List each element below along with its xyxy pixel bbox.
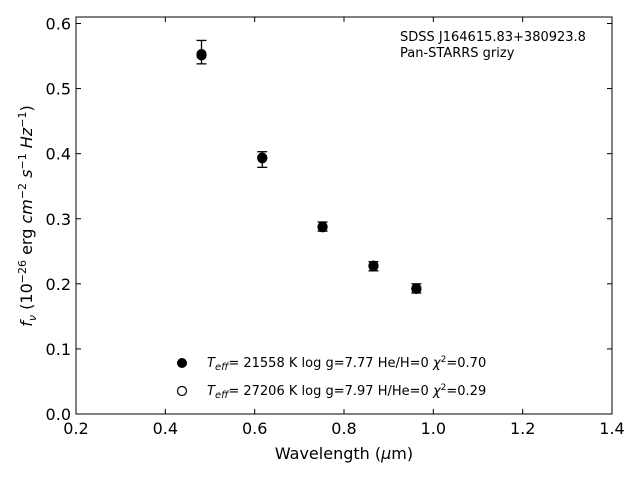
y-axis-ticks: 0.0 0.1 0.2 0.3 0.4 0.5 0.6 (46, 15, 612, 424)
x-tick-label: 1.0 (421, 419, 446, 438)
annotation-object: SDSS J164615.83+380923.8 (400, 30, 586, 45)
x-tick-label: 0.6 (242, 419, 267, 438)
x-tick-label: 1.4 (599, 419, 624, 438)
legend-marker-open (176, 385, 188, 397)
data-point-open (368, 261, 379, 272)
legend-open-teff: 27206 K (243, 384, 297, 399)
plot-frame (75, 16, 613, 415)
y-tick-label: 0.3 (46, 210, 71, 229)
y-tick-label: 0.6 (46, 15, 71, 34)
legend-open-logg: log g=7.97 (302, 384, 374, 399)
x-tick-label: 1.2 (510, 419, 535, 438)
y-tick-label: 0.2 (46, 275, 71, 294)
legend-filled-comp: He/H=0 (378, 356, 429, 371)
data-point-open (317, 222, 328, 233)
legend: Teff= 21558 K log g=7.77 He/H=0 χ2=0.70 … (176, 355, 486, 401)
y-axis-label: fν (10−26 erg cm−2 s−1 Hz−1) (16, 105, 39, 326)
legend-open-comp: H/He=0 (378, 384, 429, 399)
data-point-open (196, 48, 207, 60)
legend-filled-chi2: =0.70 (446, 356, 486, 371)
x-tick-label: 0.4 (153, 419, 178, 438)
legend-entry-open: Teff= 27206 K log g=7.97 H/He=0 χ2=0.29 (207, 383, 486, 401)
x-axis-label-prefix: Wavelength ( (275, 444, 381, 463)
y-tick-label: 0.0 (46, 405, 71, 424)
x-axis-ticks: 0.2 0.4 0.6 0.8 1.0 1.2 1.4 (63, 17, 625, 438)
annotation-survey: Pan-STARRS grizy (400, 46, 515, 61)
x-axis-label-mu: μ (380, 444, 391, 463)
x-tick-label: 0.8 (331, 419, 356, 438)
legend-entry-filled: Teff= 21558 K log g=7.77 He/H=0 χ2=0.70 (207, 355, 486, 373)
legend-filled-logg: log g=7.77 (302, 356, 374, 371)
data-point-open (411, 283, 422, 294)
data-points (196, 39, 422, 295)
y-tick-label: 0.1 (46, 340, 71, 359)
data-point-open (257, 153, 268, 164)
y-tick-label: 0.4 (46, 145, 71, 164)
legend-marker-filled (177, 358, 187, 368)
legend-open-chi2: =0.29 (446, 384, 486, 399)
y-tick-label: 0.5 (46, 80, 71, 99)
x-axis-label-suffix: m) (391, 444, 413, 463)
x-tick-label: 0.2 (63, 419, 88, 438)
x-axis-label: Wavelength (μm) (275, 444, 413, 463)
legend-filled-teff: 21558 K (243, 356, 297, 371)
